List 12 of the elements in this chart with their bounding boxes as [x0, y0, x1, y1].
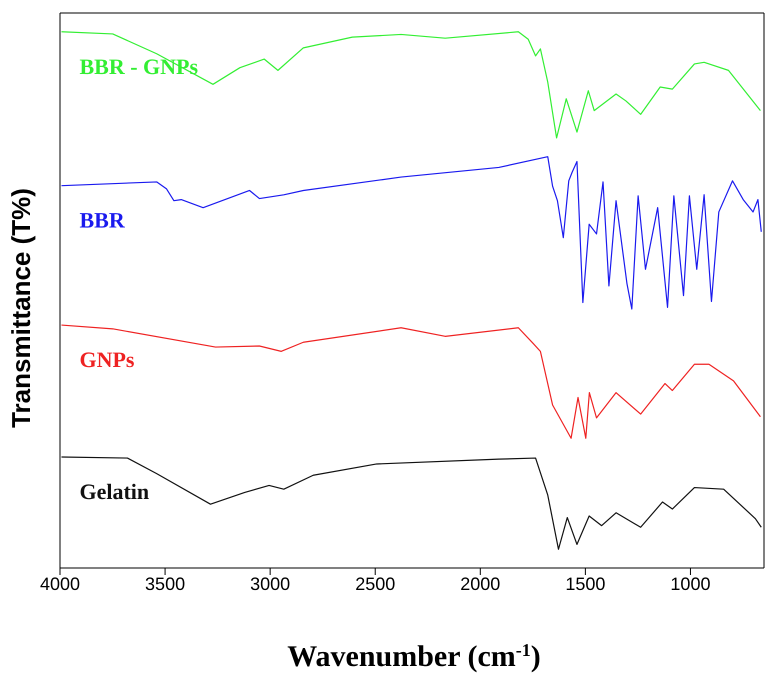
x-tick-label: 2500 — [355, 574, 396, 594]
x-tick-label: 1000 — [670, 574, 710, 594]
x-tick-label: 1500 — [565, 574, 606, 594]
series-label: GNPs — [79, 347, 135, 372]
x-axis-title: Wavenumber (cm$^{-1}$) — [287, 640, 541, 673]
x-tick-label: 2000 — [460, 574, 500, 594]
series-label: BBR — [79, 208, 126, 233]
x-tick-label: 4000 — [40, 574, 80, 594]
x-tick-label: 3500 — [145, 574, 186, 594]
series-label: Gelatin — [79, 479, 150, 504]
x-tick-label: 3000 — [250, 574, 290, 594]
y-axis-title: Transmittance (T%) — [6, 188, 36, 428]
